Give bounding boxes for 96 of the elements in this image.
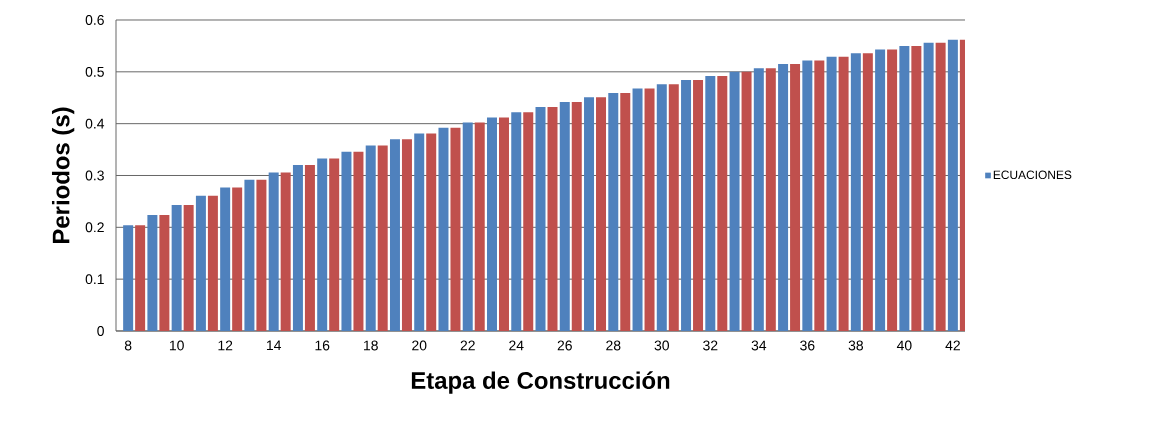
x-tick-label: 8	[124, 340, 132, 351]
bar	[923, 42, 934, 331]
bar	[304, 165, 315, 331]
bar	[135, 225, 146, 331]
bar	[571, 101, 582, 331]
bar	[753, 68, 764, 331]
y-tick-label: 0	[97, 326, 104, 336]
y-axis-title: Periodos (s)	[51, 107, 75, 243]
y-tick-label: 0.6	[85, 15, 104, 25]
bar	[802, 60, 813, 331]
bar	[608, 93, 619, 331]
x-tick-label: 40	[896, 340, 912, 351]
bar	[462, 122, 473, 331]
x-tick-label: 34	[751, 340, 767, 351]
x-tick-label: 14	[266, 340, 282, 351]
bar	[171, 205, 182, 331]
bar	[159, 214, 170, 331]
bar	[147, 214, 158, 331]
bar	[935, 42, 946, 331]
y-tick-label: 0.3	[85, 170, 104, 181]
bar	[474, 122, 485, 331]
legend-label: ECUACIONES	[993, 170, 1072, 180]
bar	[681, 80, 692, 331]
bar	[498, 117, 509, 331]
bar	[438, 127, 449, 331]
y-tick-label: 0.2	[85, 222, 104, 233]
x-tick-label: 18	[364, 340, 378, 351]
x-tick-label: 32	[703, 340, 718, 351]
bar	[668, 84, 679, 331]
bar	[292, 165, 303, 331]
bar	[486, 117, 497, 331]
x-tick-label: 22	[460, 340, 475, 351]
bar	[814, 60, 825, 331]
y-tick-label: 0.5	[85, 66, 104, 77]
bar	[729, 71, 740, 331]
bar	[389, 139, 400, 331]
bar	[195, 195, 206, 331]
bar	[341, 151, 352, 331]
x-tick-label: 10	[169, 340, 184, 351]
x-tick-label: 24	[509, 340, 524, 351]
bar	[790, 64, 801, 331]
x-tick-label: 42	[945, 340, 960, 351]
bar	[365, 145, 376, 331]
bar	[232, 187, 243, 331]
bar	[741, 71, 752, 331]
bar	[693, 80, 704, 331]
x-tick-label: 36	[800, 340, 815, 351]
bar	[911, 45, 922, 331]
bar	[765, 68, 776, 331]
y-tick-label: 0.4	[85, 118, 105, 129]
bar	[584, 97, 595, 331]
bar	[559, 101, 570, 331]
bar	[547, 107, 558, 331]
bar	[401, 139, 412, 331]
bar	[656, 84, 667, 331]
x-tick-label: 20	[412, 340, 427, 351]
x-tick-label: 30	[654, 340, 670, 351]
x-tick-label: 28	[606, 340, 621, 351]
bar	[220, 187, 231, 331]
bar	[596, 97, 607, 331]
bar	[875, 49, 886, 331]
bar	[523, 112, 534, 331]
bar	[838, 56, 849, 331]
bar	[450, 127, 461, 331]
bar	[329, 158, 340, 331]
y-tick-label: 0.1	[85, 274, 104, 285]
bar	[256, 179, 267, 331]
bar	[887, 49, 898, 331]
bar	[353, 151, 364, 331]
bar	[778, 64, 789, 331]
bar	[280, 172, 291, 331]
x-tick-label: 12	[218, 340, 233, 351]
x-tick-label: 16	[315, 340, 330, 351]
bar	[377, 145, 388, 331]
x-tick-label: 26	[557, 340, 572, 351]
bar	[862, 53, 873, 331]
x-tick-label: 38	[848, 340, 863, 351]
bar	[244, 179, 255, 331]
bar	[644, 88, 655, 331]
bar	[317, 158, 328, 331]
bar	[183, 205, 194, 331]
bar	[426, 133, 437, 331]
bar	[535, 107, 546, 331]
bar	[123, 225, 134, 331]
bar	[632, 88, 643, 331]
bar	[620, 93, 631, 331]
bar	[511, 112, 522, 331]
bar	[899, 45, 910, 331]
bar	[207, 195, 218, 331]
bar	[717, 75, 728, 331]
bar	[826, 56, 837, 331]
x-axis-title: Etapa de Construcción	[411, 371, 670, 394]
bar	[268, 172, 279, 331]
bar	[850, 53, 861, 331]
bar	[705, 75, 716, 331]
bar	[414, 133, 425, 331]
